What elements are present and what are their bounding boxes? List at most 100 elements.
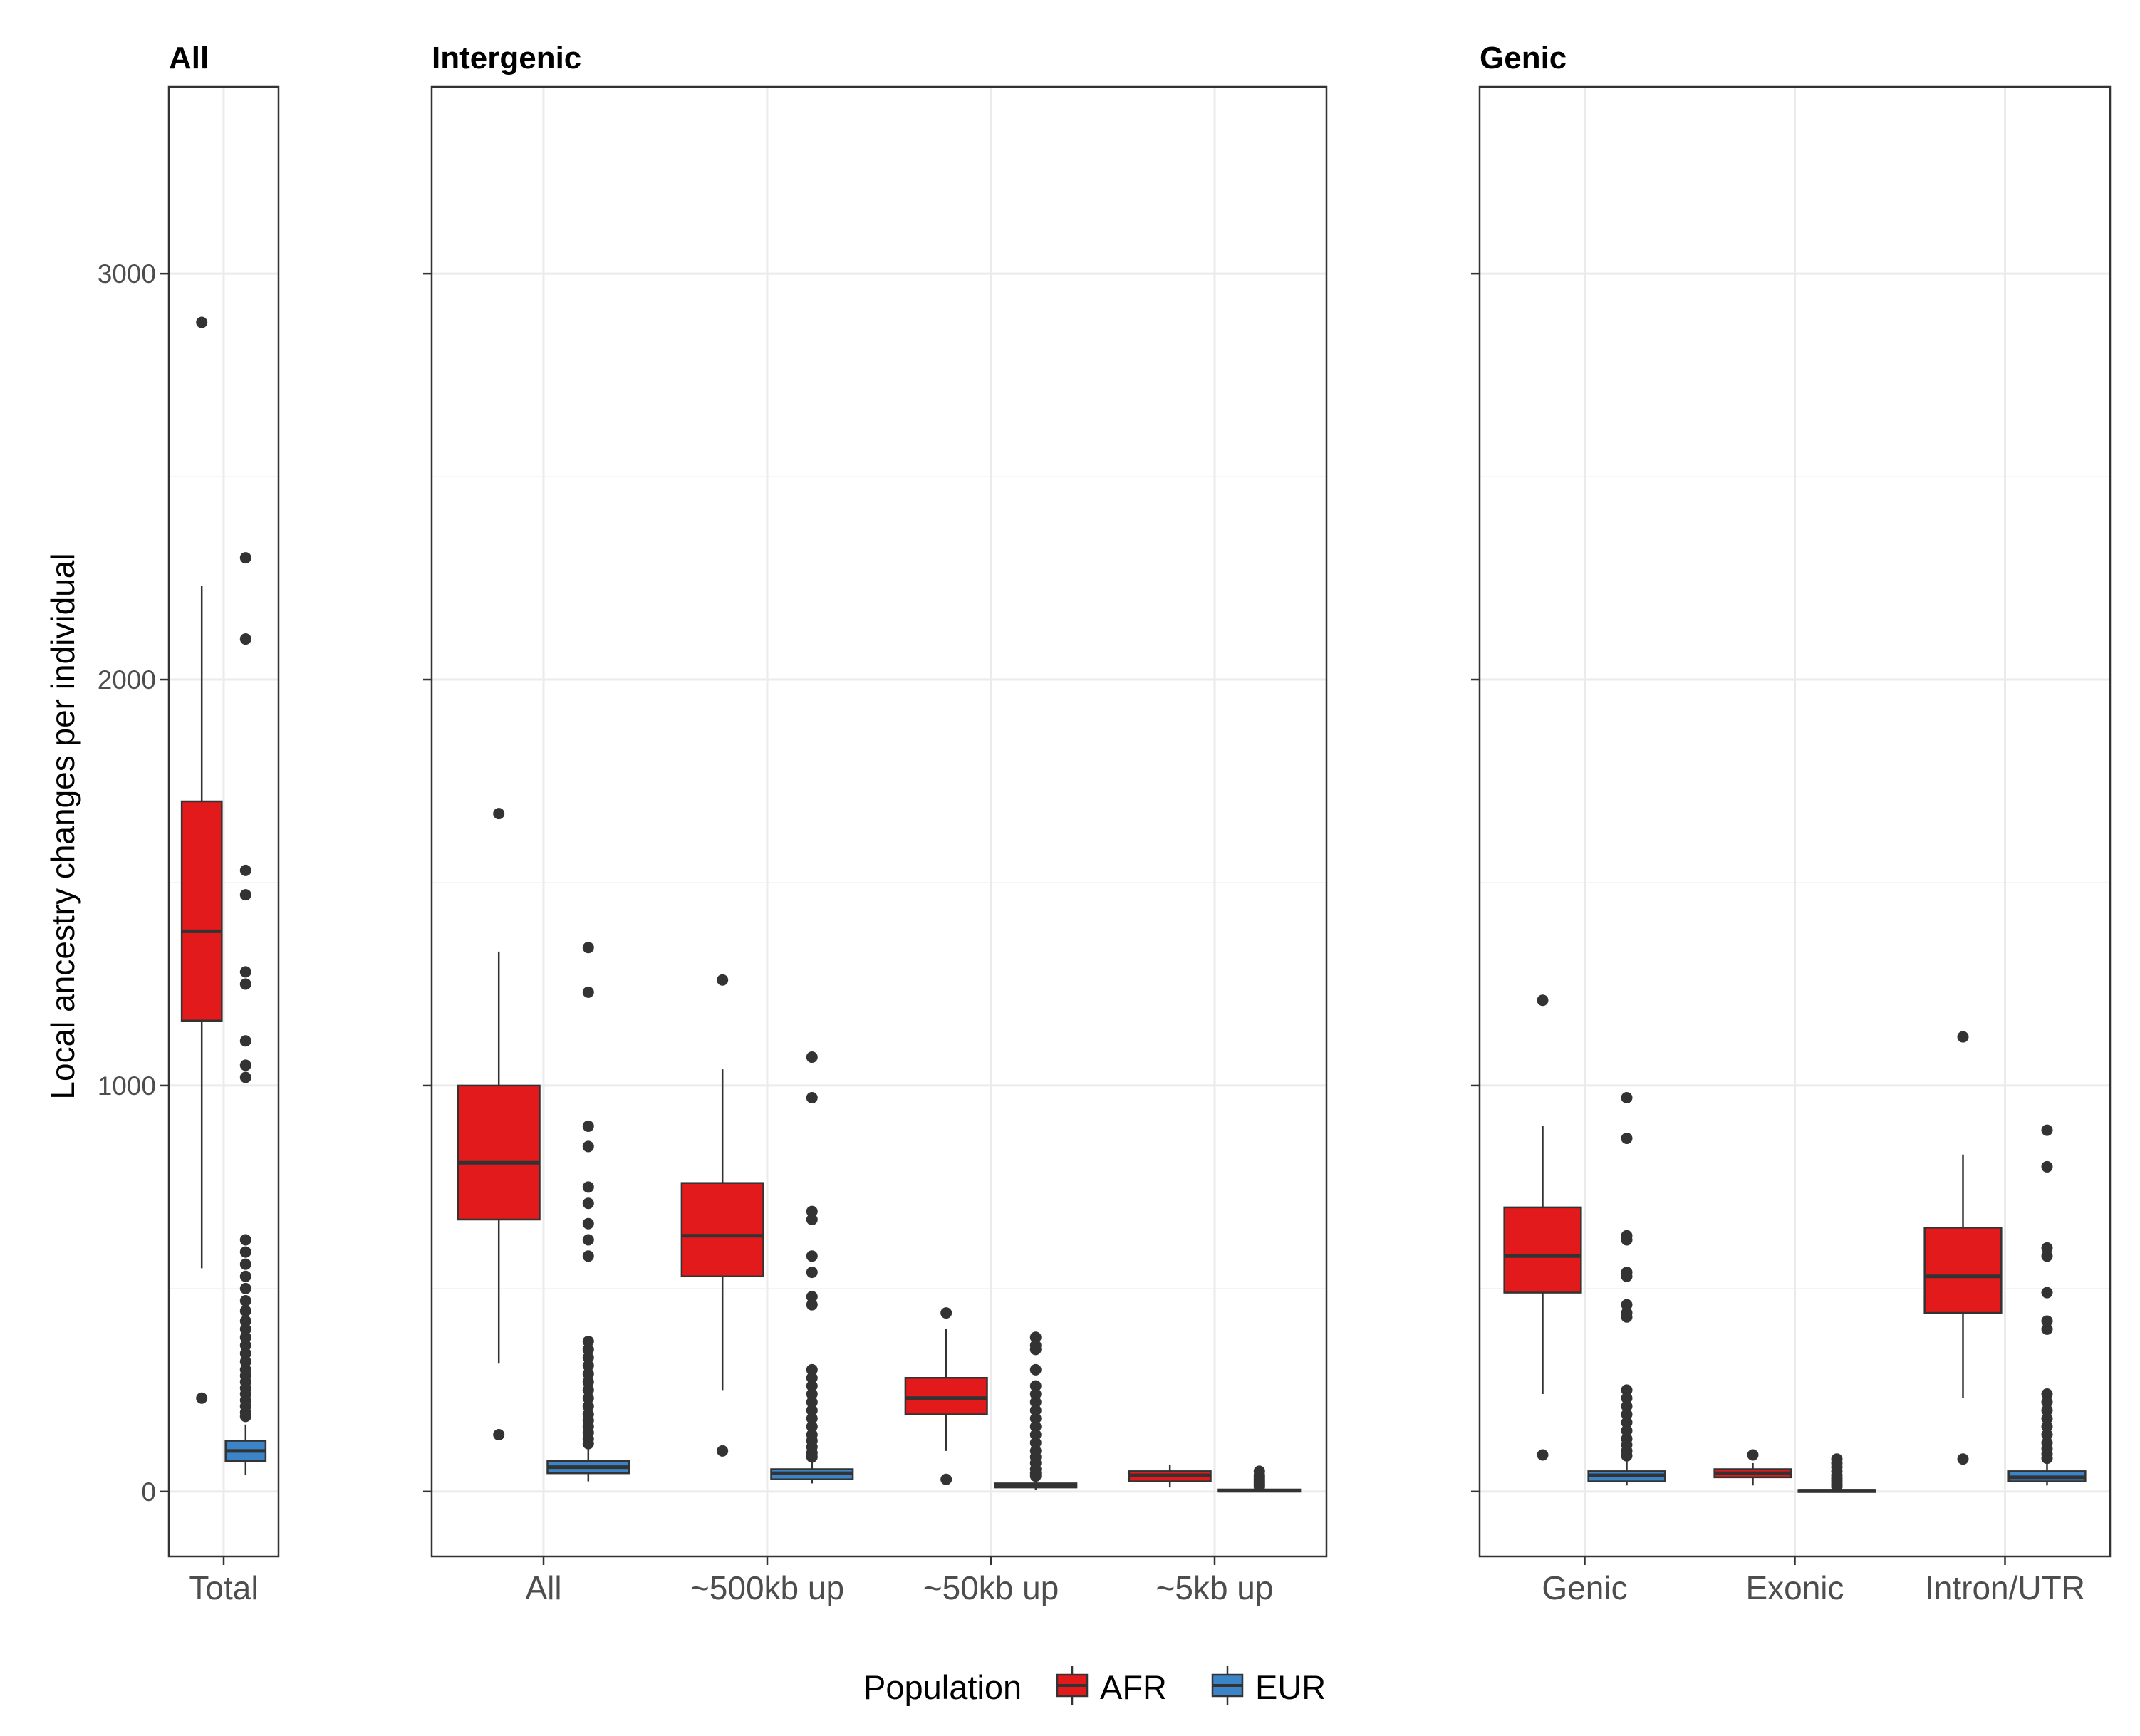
legend-title: Population (863, 1668, 1022, 1706)
outlier-point (1621, 1450, 1633, 1462)
outlier-point (582, 1181, 594, 1193)
outlier-point (2041, 1429, 2053, 1441)
outlier-point (582, 1368, 594, 1380)
box-iqr (680, 1182, 764, 1278)
outlier-point (582, 1197, 594, 1210)
outlier-point (196, 1392, 208, 1404)
y-tick-label: 1000 (98, 1071, 156, 1101)
outlier-point (1029, 1380, 1042, 1392)
outlier-point (2041, 1323, 2053, 1335)
box-iqr (457, 1084, 541, 1221)
outlier-point (1029, 1396, 1042, 1408)
outlier-point (2041, 1452, 2053, 1465)
outlier-point (582, 1351, 594, 1363)
outlier-point (806, 1372, 818, 1384)
outlier-point (806, 1250, 818, 1262)
outlier-point (239, 1059, 251, 1071)
outlier-point (806, 1092, 818, 1104)
outlier-point (2041, 1287, 2053, 1299)
outlier-point (1029, 1343, 1042, 1356)
outlier-point (717, 1445, 729, 1457)
outlier-point (940, 1473, 952, 1485)
outlier-point (2041, 1250, 2053, 1262)
y-axis-title: Local ancestry changes per individual (44, 553, 81, 1099)
y-tick-label: 2000 (98, 665, 156, 695)
box-eur--5kb-up (1217, 1465, 1302, 1493)
outlier-point (582, 986, 594, 998)
outlier-point (2041, 1396, 2053, 1408)
outlier-point (582, 942, 594, 954)
outlier-point (2041, 1160, 2053, 1173)
outlier-point (239, 1258, 251, 1270)
outlier-point (239, 978, 251, 990)
outlier-point (1253, 1480, 1265, 1492)
outlier-point (582, 1438, 594, 1450)
outlier-point (806, 1051, 818, 1064)
outlier-point (582, 1120, 594, 1132)
outlier-point (806, 1380, 818, 1392)
outlier-point (1029, 1413, 1042, 1425)
outlier-point (1537, 1449, 1549, 1461)
outlier-point (239, 889, 251, 901)
box-eur--500kb-up (770, 1051, 854, 1484)
outlier-point (1029, 1388, 1042, 1400)
box-afr-intron-utr (1923, 1031, 2003, 1465)
outlier-point (239, 1246, 251, 1258)
outlier-point (1621, 1400, 1633, 1413)
outlier-point (2041, 1388, 2053, 1400)
outlier-point (806, 1291, 818, 1303)
outlier-point (582, 1343, 594, 1356)
outlier-point (717, 974, 729, 986)
outlier-point (1621, 1133, 1633, 1145)
outlier-point (239, 1323, 251, 1335)
outlier-point (1621, 1392, 1633, 1404)
outlier-point (1747, 1449, 1759, 1461)
legend-entry-afr: AFR (1056, 1666, 1167, 1706)
outlier-point (582, 1376, 594, 1388)
outlier-point (582, 1384, 594, 1396)
box-iqr (180, 800, 223, 1022)
x-tick-label: Exonic (1745, 1569, 1844, 1606)
outlier-point (239, 1331, 251, 1343)
outlier-point (1621, 1311, 1633, 1323)
outlier-point (582, 1217, 594, 1230)
outlier-point (239, 1270, 251, 1282)
panel-title: Genic (1480, 41, 1567, 76)
panel-title: All (169, 41, 209, 76)
outlier-point (1029, 1404, 1042, 1416)
outlier-point (239, 1348, 251, 1360)
outlier-point (239, 864, 251, 876)
outlier-point (806, 1388, 818, 1400)
outlier-point (806, 1213, 818, 1225)
outlier-point (1029, 1420, 1042, 1433)
box-afr--500kb-up (680, 974, 764, 1457)
panels-layer: All 0 1000 2000 3000 Total Intergenic All ~500kb… (98, 41, 2112, 1606)
outlier-point (582, 1335, 594, 1347)
outlier-point (239, 1035, 251, 1047)
box-eur-exonic (1797, 1453, 1876, 1493)
outlier-point (1029, 1331, 1042, 1343)
box-eur-all (546, 942, 630, 1482)
y-tick-label: 3000 (98, 259, 156, 289)
outlier-point (806, 1396, 818, 1408)
x-tick-label: ~50kb up (923, 1569, 1059, 1606)
outlier-point (239, 1356, 251, 1368)
outlier-point (1621, 1384, 1633, 1396)
outlier-point (806, 1205, 818, 1217)
outlier-point (239, 1315, 251, 1327)
outlier-point (582, 1250, 594, 1262)
x-tick-label: ~500kb up (690, 1569, 844, 1606)
x-tick-label: Intron/UTR (1925, 1569, 2085, 1606)
box-iqr (1923, 1227, 2003, 1314)
outlier-point (806, 1299, 818, 1311)
x-tick-label: Total (189, 1569, 258, 1606)
outlier-point (806, 1420, 818, 1433)
outlier-point (2041, 1242, 2053, 1254)
outlier-point (239, 1282, 251, 1294)
box-iqr (904, 1376, 988, 1415)
panel-title: Intergenic (432, 41, 581, 76)
outlier-point (1957, 1031, 1969, 1043)
